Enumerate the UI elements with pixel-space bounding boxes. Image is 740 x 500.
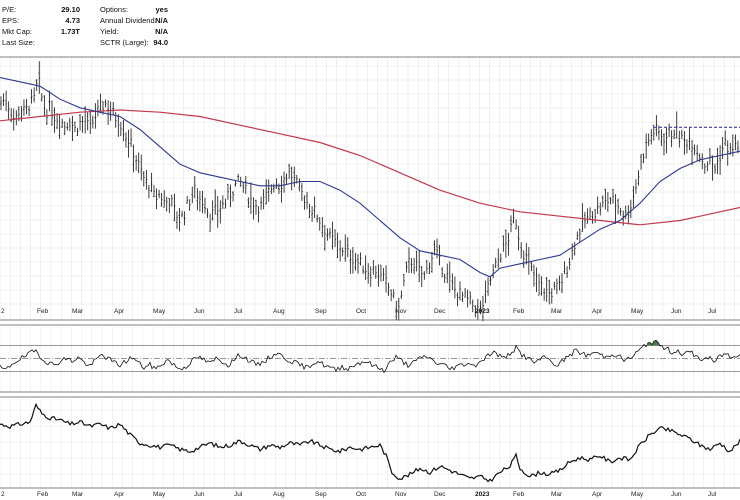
month-label-top: Jun — [194, 308, 205, 315]
rsi-line — [0, 339, 740, 374]
month-label-top: Jun — [671, 308, 682, 315]
header-right-value: N/A — [155, 27, 169, 36]
month-label-bottom: Jul — [708, 491, 717, 498]
month-label-bottom: Apr — [592, 491, 603, 498]
price-grid — [0, 58, 740, 319]
month-labels-top: 2 Feb Mar Apr May Jun Jul Aug Sep Oct Nov Dec 2023 Fe… — [1, 308, 717, 315]
rsi-overbought-fill — [644, 340, 660, 346]
month-label-bottom: May — [631, 491, 644, 498]
month-label-top: Oct — [356, 308, 366, 315]
header-right-value: 94.0 — [153, 38, 168, 47]
month-label-top: Apr — [592, 308, 603, 315]
month-label-bottom: Sep — [315, 491, 327, 498]
month-label-bottom: Apr — [114, 491, 125, 498]
month-label-bottom: Jun — [194, 491, 205, 498]
rsi-panel — [0, 324, 740, 393]
month-label-top: Dec — [434, 308, 446, 315]
rsi-grid — [0, 326, 740, 391]
header-right-label: Yield: — [100, 27, 118, 36]
month-label-bottom: Dec — [434, 491, 446, 498]
month-label-top: Apr — [114, 308, 125, 315]
month-label-top: Feb — [37, 308, 49, 315]
month-label-bottom: Feb — [513, 491, 525, 498]
month-label-top: 2023 — [475, 308, 490, 315]
month-label-top: Jul — [234, 308, 243, 315]
header-right-value: N/A — [155, 16, 169, 25]
month-label-top: Mar — [72, 308, 84, 315]
header-left-label: EPS: — [2, 16, 19, 25]
header-right-label: Annual Dividend: — [100, 16, 157, 25]
header-right-value: yes — [155, 5, 168, 14]
header-right-label: SCTR (Large): — [100, 38, 149, 47]
header-right-label: Options: — [100, 5, 128, 14]
month-label-bottom: Aug — [273, 491, 285, 498]
month-label-bottom: Feb — [37, 491, 49, 498]
month-label-bottom: Jun — [671, 491, 682, 498]
month-label-top: Sep — [315, 308, 327, 315]
month-label-top: Jul — [708, 308, 717, 315]
ma-50-line — [0, 76, 740, 278]
month-label-bottom: 2023 — [475, 491, 490, 498]
header-left-value: 29.10 — [61, 5, 80, 14]
price-bars — [0, 61, 739, 322]
header-left-label: Last Size: — [2, 38, 35, 47]
month-label-top: 2 — [1, 308, 5, 315]
month-label-top: May — [631, 308, 644, 315]
header-stats: P/E: 29.10 EPS: 4.73 Mkt Cap: 1.73T Last Size:… — [2, 5, 169, 47]
month-label-bottom: Oct — [356, 491, 366, 498]
month-label-bottom: May — [153, 491, 166, 498]
header-left-value: 4.73 — [65, 16, 80, 25]
month-label-bottom: 2 — [1, 491, 5, 498]
ma-200-line — [0, 109, 740, 226]
lower-grid — [0, 398, 740, 487]
lower-indicator-line — [0, 402, 740, 483]
month-label-top: Aug — [273, 308, 285, 315]
price-panel: 2 Feb Mar Apr May Jun Jul Aug Sep Oct Nov Dec 2023 Fe… — [0, 56, 740, 322]
lower-indicator-panel: 2 Feb Mar Apr May Jun Jul Aug Sep Oct Nov Dec 2023 Fe… — [0, 396, 740, 498]
header-left-label: Mkt Cap: — [2, 27, 32, 36]
month-labels-bottom: 2 Feb Mar Apr May Jun Jul Aug Sep Oct Nov Dec 2023 Fe… — [1, 491, 717, 498]
header-left-value: 1.73T — [61, 27, 81, 36]
month-label-bottom: Mar — [551, 491, 563, 498]
header-left-label: P/E: — [2, 5, 16, 14]
month-label-bottom: Mar — [72, 491, 84, 498]
month-label-top: Nov — [395, 308, 407, 315]
month-label-top: Feb — [513, 308, 525, 315]
month-label-bottom: Jul — [234, 491, 243, 498]
month-label-bottom: Nov — [395, 491, 407, 498]
month-label-top: Mar — [551, 308, 563, 315]
month-label-top: May — [153, 308, 166, 315]
